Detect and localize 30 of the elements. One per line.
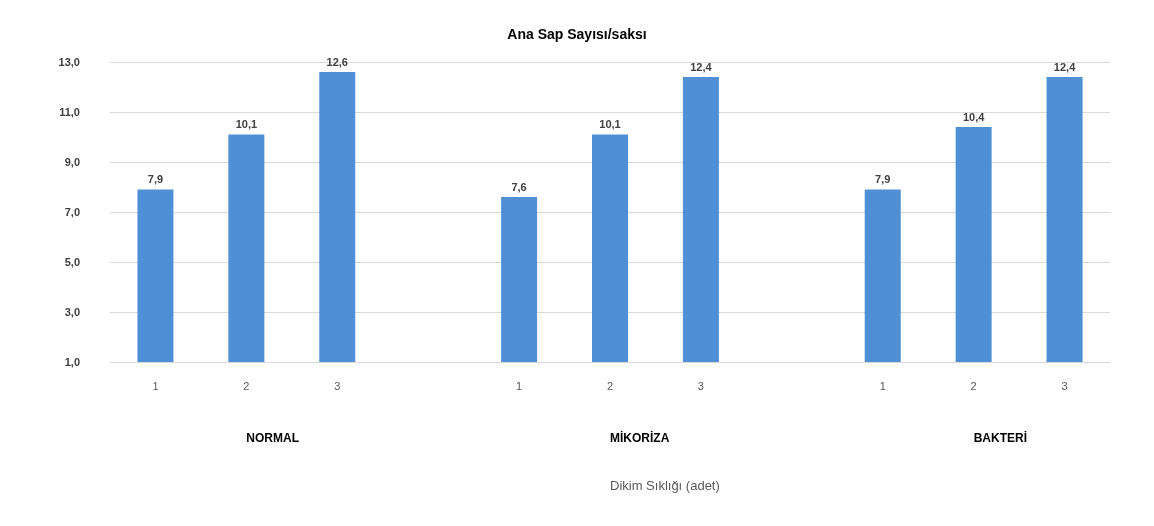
- x-tick-label: 1: [516, 379, 523, 392]
- text: NORMAL: [246, 431, 300, 445]
- x-tick-label: 1: [152, 379, 159, 392]
- data-label: 7,6: [511, 180, 527, 193]
- data-label: 10,1: [235, 118, 258, 130]
- data-label: 10,4: [962, 110, 986, 123]
- data-label: 12,4: [690, 60, 713, 73]
- y-tick-label: 11,0: [59, 106, 80, 118]
- data-label: 7,9: [147, 173, 164, 185]
- x-tick-label: 3: [334, 379, 341, 392]
- x-tick-label: 2: [606, 379, 614, 392]
- x-tick-label: 2: [243, 379, 250, 392]
- x-tick-label: 3: [697, 379, 704, 392]
- y-tick-label: 1,0: [64, 356, 80, 368]
- x-tick-label: 2: [970, 379, 977, 392]
- y-tick-label: 9,0: [64, 156, 80, 168]
- data-label: 10,1: [599, 118, 621, 130]
- y-tick-label: 13,0: [58, 56, 80, 68]
- text: Dikim Sıklığı (adet): [609, 478, 720, 493]
- text: MİKORİZA: [610, 430, 670, 445]
- chart-title: Ana Sap Sayısı/saksı: [507, 26, 647, 42]
- data-label: 12,4: [1053, 60, 1077, 73]
- x-tick-label: 3: [1061, 379, 1068, 392]
- text: BAKTERİ: [973, 430, 1027, 445]
- data-label: 7,9: [875, 173, 891, 185]
- x-tick-label: 1: [879, 379, 886, 392]
- y-tick-label: 7,0: [64, 206, 80, 218]
- y-tick-label: 5,0: [64, 256, 80, 268]
- data-label: 12,6: [326, 55, 348, 68]
- y-tick-label: 3,0: [64, 306, 80, 318]
